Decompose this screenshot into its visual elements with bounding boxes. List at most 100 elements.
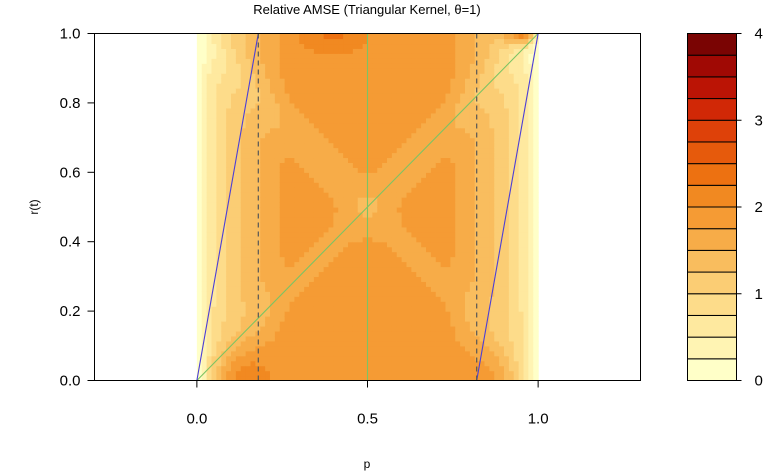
- contour-cell: [318, 231, 325, 238]
- contour-cell: [216, 177, 222, 183]
- contour-cell: [216, 330, 222, 337]
- contour-cell: [309, 335, 315, 342]
- contour-cell: [279, 172, 286, 178]
- contour-cell: [201, 83, 208, 89]
- contour-cell: [196, 102, 203, 109]
- contour-cell: [435, 197, 442, 203]
- contour-cell: [445, 266, 451, 273]
- contour-cell: [387, 202, 393, 208]
- contour-cell: [416, 63, 422, 69]
- contour-cell: [362, 236, 369, 243]
- contour-cell: [299, 88, 305, 94]
- contour-cell: [265, 122, 271, 129]
- contour-cell: [265, 73, 271, 79]
- contour-cell: [294, 211, 300, 218]
- contour-cell: [465, 142, 471, 149]
- contour-cell: [528, 281, 534, 287]
- contour-cell: [362, 375, 369, 381]
- contour-cell: [231, 345, 237, 352]
- contour-cell: [435, 207, 442, 213]
- contour-cell: [406, 117, 412, 124]
- contour-cell: [460, 197, 466, 203]
- contour-cell: [255, 335, 261, 342]
- contour-cell: [372, 78, 378, 84]
- contour-cell: [304, 251, 310, 258]
- contour-cell: [465, 107, 471, 114]
- contour-cell: [289, 291, 295, 297]
- contour-cell: [255, 172, 261, 178]
- contour-cell: [245, 53, 252, 59]
- contour-cell: [508, 92, 515, 99]
- contour-cell: [450, 202, 456, 208]
- contour-cell: [235, 216, 242, 223]
- contour-cell: [216, 345, 222, 352]
- contour-cell: [294, 112, 300, 119]
- contour-cell: [357, 187, 364, 193]
- contour-cell: [343, 127, 349, 134]
- contour-cell: [231, 311, 237, 317]
- contour-cell: [406, 97, 412, 104]
- contour-cell: [440, 83, 447, 89]
- contour-cell: [299, 370, 305, 377]
- contour-cell: [391, 73, 398, 79]
- contour-cell: [372, 375, 378, 381]
- contour-cell: [528, 78, 534, 84]
- contour-cell: [508, 246, 515, 253]
- contour-cell: [274, 97, 281, 104]
- contour-cell: [221, 177, 227, 183]
- contour-cell: [309, 88, 315, 94]
- contour-cell: [231, 187, 237, 193]
- contour-cell: [226, 117, 232, 124]
- contour-cell: [284, 102, 291, 109]
- contour-cell: [421, 375, 427, 381]
- contour-cell: [533, 296, 539, 302]
- contour-cell: [445, 177, 451, 183]
- contour-cell: [260, 102, 266, 109]
- contour-cell: [469, 187, 476, 193]
- contour-cell: [382, 197, 388, 203]
- contour-cell: [206, 231, 213, 238]
- contour-cell: [309, 127, 315, 134]
- contour-cell: [484, 58, 490, 64]
- contour-cell: [435, 162, 442, 168]
- contour-cell: [396, 48, 403, 54]
- contour-cell: [260, 152, 266, 159]
- contour-cell: [528, 271, 534, 277]
- contour-cell: [372, 335, 378, 342]
- contour-cell: [357, 281, 364, 287]
- contour-cell: [255, 92, 261, 99]
- contour-cell: [469, 112, 476, 119]
- contour-cell: [484, 345, 490, 352]
- contour-cell: [435, 48, 442, 54]
- contour-cell: [313, 192, 320, 198]
- contour-cell: [294, 172, 300, 178]
- contour-cell: [270, 350, 276, 357]
- contour-cell: [426, 321, 432, 327]
- contour-cell: [348, 256, 354, 263]
- contour-cell: [196, 147, 203, 154]
- contour-cell: [440, 211, 447, 218]
- contour-cell: [533, 286, 539, 292]
- contour-cell: [309, 370, 315, 377]
- contour-cell: [401, 350, 408, 357]
- contour-cell: [357, 256, 364, 263]
- contour-cell: [518, 306, 525, 312]
- contour-cell: [469, 157, 476, 163]
- contour-cell: [435, 231, 442, 238]
- contour-cell: [465, 241, 471, 248]
- contour-cell: [435, 53, 442, 59]
- contour-cell: [465, 276, 471, 282]
- contour-cell: [377, 197, 383, 203]
- contour-cell: [221, 286, 227, 292]
- contour-cell: [216, 375, 222, 381]
- contour-cell: [255, 306, 261, 312]
- contour-cell: [299, 301, 305, 307]
- contour-cell: [216, 360, 222, 367]
- contour-cell: [245, 340, 252, 347]
- contour-cell: [265, 58, 271, 64]
- contour-cell: [289, 335, 295, 342]
- contour-cell: [426, 291, 432, 297]
- contour-cell: [284, 112, 291, 119]
- contour-cell: [196, 211, 203, 218]
- colorbar-swatch: [687, 163, 737, 186]
